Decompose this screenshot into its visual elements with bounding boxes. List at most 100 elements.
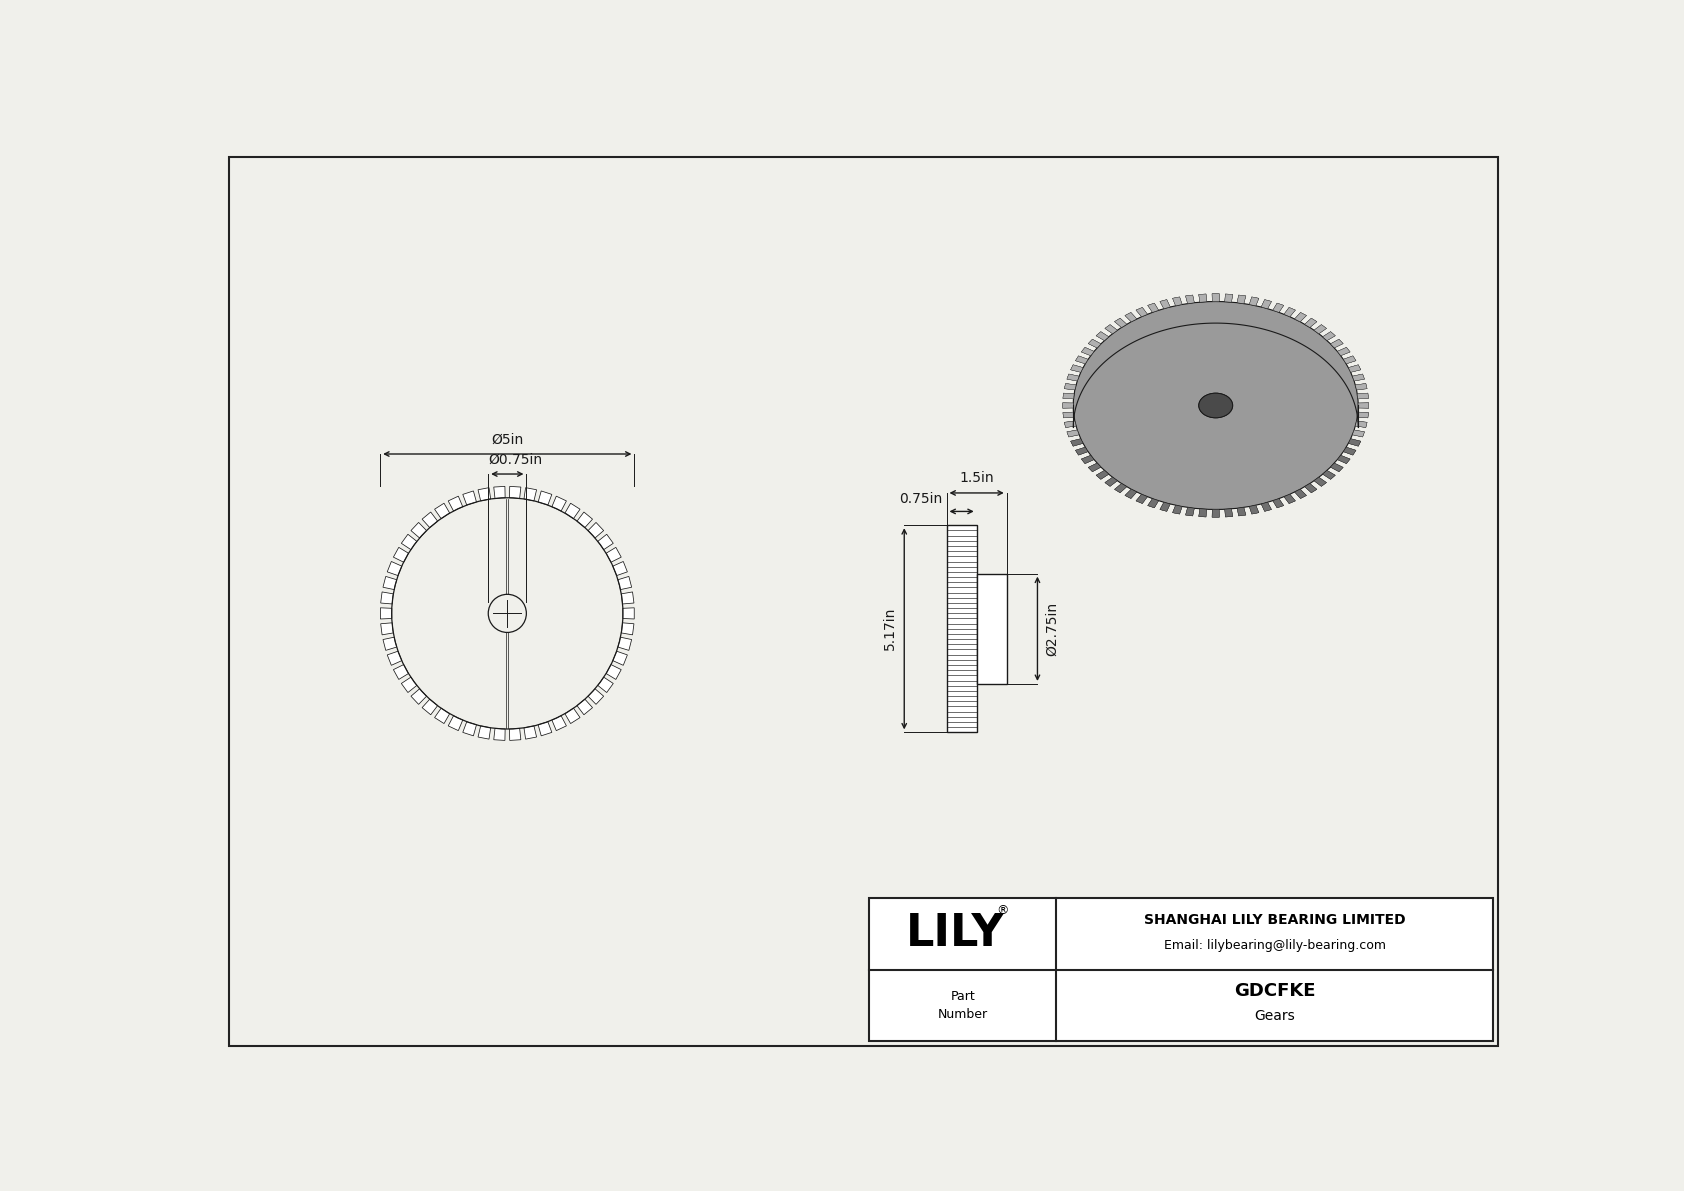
- Polygon shape: [1261, 300, 1271, 308]
- Polygon shape: [1330, 339, 1344, 348]
- Polygon shape: [448, 716, 463, 730]
- Polygon shape: [1283, 307, 1295, 317]
- Polygon shape: [1352, 374, 1364, 381]
- Polygon shape: [1076, 356, 1088, 363]
- Polygon shape: [1330, 339, 1344, 348]
- Polygon shape: [1273, 303, 1283, 312]
- Polygon shape: [1160, 503, 1170, 511]
- Ellipse shape: [1199, 393, 1233, 418]
- Polygon shape: [1071, 438, 1083, 447]
- Polygon shape: [1224, 509, 1233, 517]
- Polygon shape: [1071, 364, 1083, 373]
- Polygon shape: [1314, 325, 1327, 333]
- Polygon shape: [1337, 455, 1351, 463]
- Polygon shape: [578, 699, 593, 715]
- Polygon shape: [1081, 455, 1095, 463]
- Polygon shape: [621, 592, 633, 604]
- Polygon shape: [1186, 295, 1194, 304]
- Polygon shape: [1352, 430, 1364, 437]
- Polygon shape: [1068, 374, 1079, 381]
- Polygon shape: [1344, 447, 1356, 455]
- Text: 1.5in: 1.5in: [960, 472, 994, 485]
- Polygon shape: [1283, 494, 1295, 504]
- Polygon shape: [1199, 509, 1207, 517]
- Polygon shape: [1148, 303, 1159, 312]
- Bar: [977, 574, 1007, 684]
- Polygon shape: [588, 523, 603, 538]
- Polygon shape: [1063, 412, 1074, 418]
- Polygon shape: [1224, 509, 1233, 517]
- Polygon shape: [1076, 447, 1088, 455]
- Polygon shape: [1212, 510, 1219, 517]
- Polygon shape: [1064, 384, 1076, 389]
- Polygon shape: [1352, 430, 1364, 437]
- Polygon shape: [510, 729, 520, 741]
- Polygon shape: [539, 491, 552, 505]
- Polygon shape: [1344, 447, 1356, 455]
- Polygon shape: [411, 523, 426, 538]
- Polygon shape: [1322, 470, 1335, 479]
- Text: Gears: Gears: [1255, 1009, 1295, 1023]
- Polygon shape: [1357, 393, 1369, 399]
- Polygon shape: [463, 491, 477, 505]
- Polygon shape: [1105, 478, 1118, 486]
- Polygon shape: [588, 688, 603, 704]
- Polygon shape: [1115, 484, 1127, 493]
- Polygon shape: [1356, 422, 1367, 428]
- Polygon shape: [434, 709, 450, 724]
- Text: Ø2.75in: Ø2.75in: [1046, 601, 1059, 656]
- Polygon shape: [1224, 294, 1233, 303]
- Polygon shape: [1261, 503, 1271, 511]
- Polygon shape: [1088, 339, 1101, 348]
- Polygon shape: [1330, 463, 1344, 472]
- Text: 0.75in: 0.75in: [899, 492, 943, 506]
- Polygon shape: [1357, 393, 1369, 399]
- Polygon shape: [1071, 438, 1083, 447]
- Polygon shape: [394, 548, 409, 562]
- Polygon shape: [382, 576, 397, 590]
- Polygon shape: [1105, 478, 1118, 486]
- Polygon shape: [1305, 318, 1317, 328]
- Polygon shape: [1088, 463, 1101, 472]
- Polygon shape: [1115, 318, 1127, 328]
- Polygon shape: [401, 535, 418, 549]
- Polygon shape: [539, 722, 552, 736]
- Polygon shape: [1137, 494, 1147, 504]
- Polygon shape: [1186, 507, 1194, 516]
- Polygon shape: [1063, 393, 1074, 399]
- Bar: [869, 898, 1494, 1041]
- Text: SHANGHAI LILY BEARING LIMITED: SHANGHAI LILY BEARING LIMITED: [1143, 913, 1406, 927]
- Polygon shape: [1105, 325, 1118, 333]
- Polygon shape: [1273, 499, 1283, 507]
- Polygon shape: [1295, 312, 1307, 322]
- Polygon shape: [1125, 312, 1137, 322]
- Polygon shape: [1199, 509, 1207, 517]
- Polygon shape: [1115, 484, 1127, 493]
- Polygon shape: [598, 535, 613, 549]
- Polygon shape: [1063, 403, 1073, 409]
- Polygon shape: [411, 688, 426, 704]
- Polygon shape: [1261, 503, 1271, 511]
- Polygon shape: [1125, 490, 1137, 499]
- Polygon shape: [613, 561, 628, 575]
- Polygon shape: [1137, 307, 1147, 317]
- Polygon shape: [1356, 422, 1367, 428]
- Polygon shape: [618, 576, 632, 590]
- Polygon shape: [1357, 403, 1369, 409]
- Polygon shape: [1349, 438, 1361, 447]
- Polygon shape: [1322, 470, 1335, 479]
- Polygon shape: [1212, 510, 1219, 517]
- Polygon shape: [1172, 505, 1182, 515]
- Polygon shape: [434, 504, 450, 518]
- Polygon shape: [1096, 470, 1108, 479]
- Polygon shape: [1172, 297, 1182, 306]
- Polygon shape: [1352, 374, 1364, 381]
- Polygon shape: [1212, 294, 1219, 301]
- Polygon shape: [1322, 331, 1335, 341]
- Polygon shape: [552, 716, 566, 730]
- Polygon shape: [606, 665, 621, 679]
- Polygon shape: [1344, 356, 1356, 363]
- Polygon shape: [1250, 297, 1260, 306]
- Polygon shape: [1064, 422, 1076, 428]
- Polygon shape: [1068, 430, 1079, 437]
